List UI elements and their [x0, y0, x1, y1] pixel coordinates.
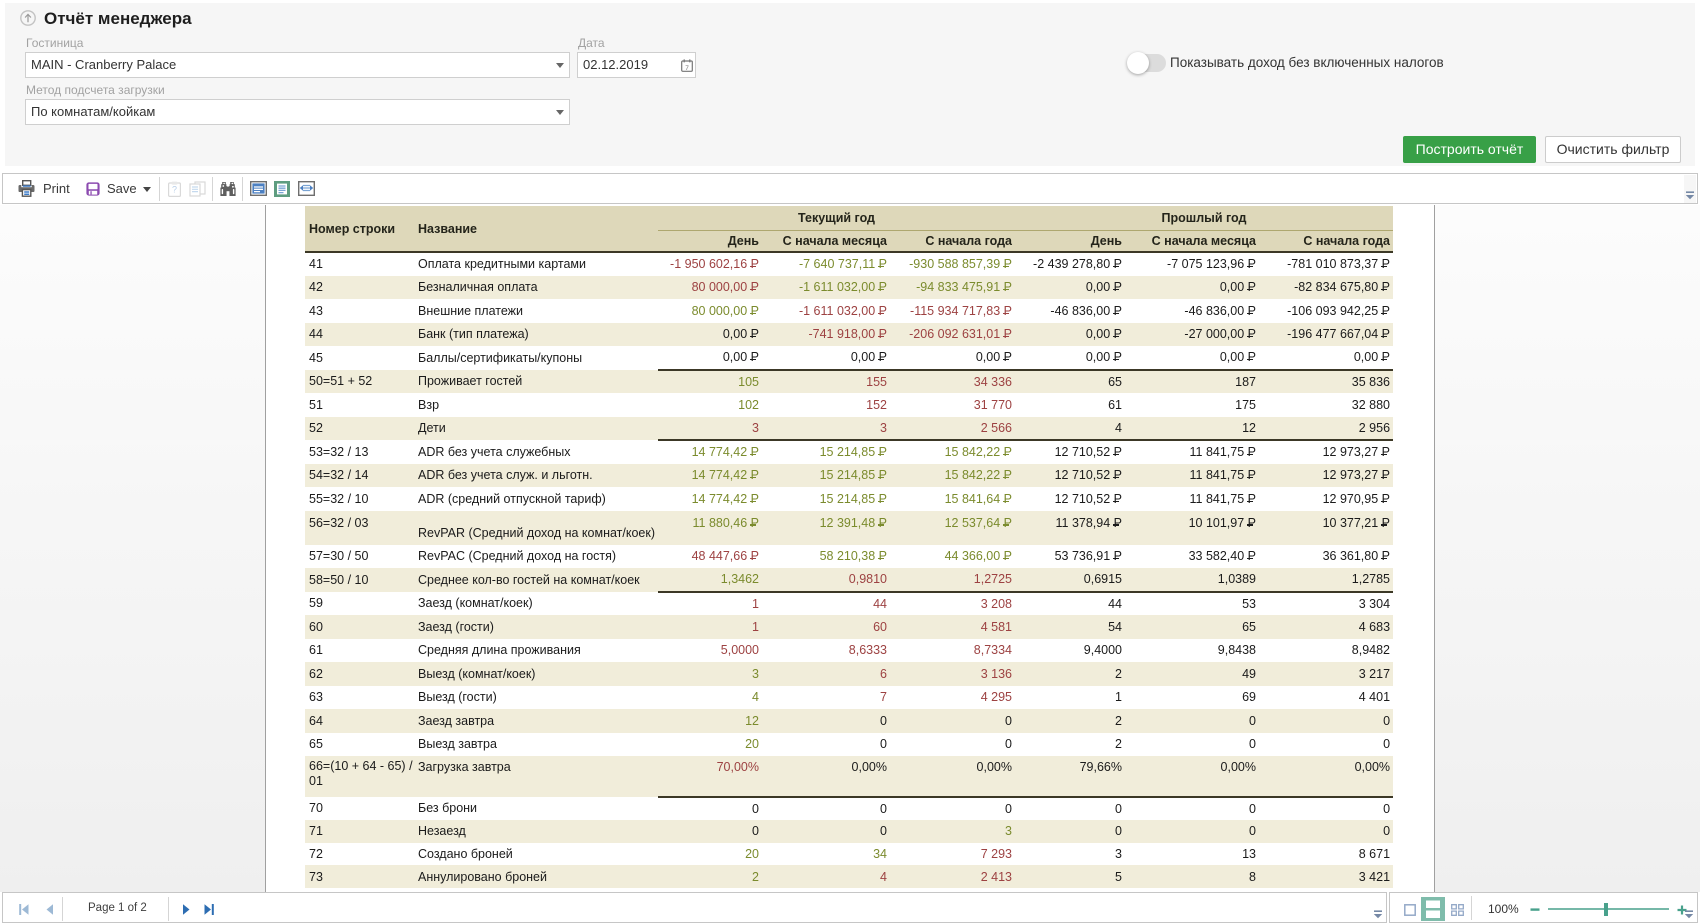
svg-text:?: ? — [172, 185, 177, 195]
svg-text:7: 7 — [685, 65, 689, 72]
